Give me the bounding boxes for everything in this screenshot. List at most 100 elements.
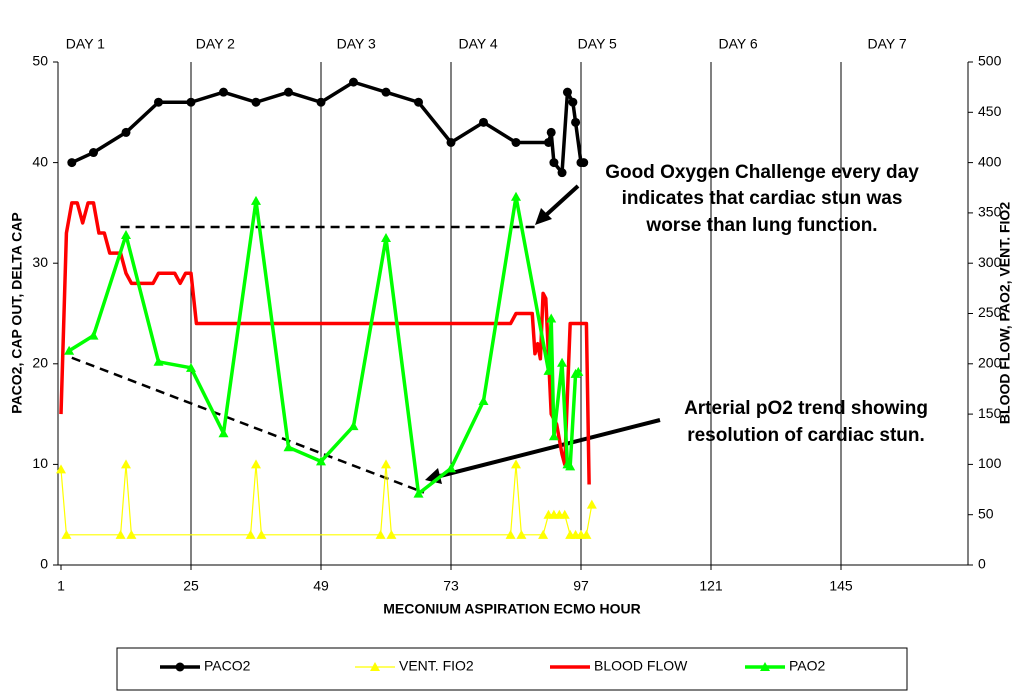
series-line [68, 195, 580, 496]
annotation: resolution of cardiac stun. [687, 425, 925, 446]
data-point [126, 529, 137, 539]
data-point [316, 456, 326, 466]
legend-label: VENT. FIO2 [399, 658, 474, 674]
data-point [511, 137, 521, 147]
data-point [153, 356, 164, 366]
annotation: worse than lung function. [645, 215, 877, 236]
y2-tick-label: 300 [978, 254, 1002, 270]
y-axis-title: PACO2, CAP OUT, DELTA CAP [9, 212, 25, 413]
data-point [121, 459, 131, 469]
data-point [381, 459, 391, 469]
y-tick-label: 30 [32, 254, 48, 270]
annotation: Good Oxygen Challenge every day [605, 162, 919, 183]
y-tick-label: 50 [32, 53, 48, 69]
legend-marker [760, 662, 770, 671]
data-point [548, 431, 559, 441]
y2-tick-label: 400 [978, 153, 1002, 169]
data-point [56, 464, 66, 474]
data-point [573, 366, 584, 376]
data-point [543, 365, 554, 375]
day-label: DAY 7 [867, 36, 906, 52]
x-tick-label: 1 [57, 578, 65, 594]
x-axis-title: MECONIUM ASPIRATION ECMO HOUR [383, 601, 640, 617]
data-point [538, 529, 549, 539]
day-label: DAY 6 [718, 36, 757, 52]
data-point [349, 77, 358, 87]
day-label: DAY 3 [337, 36, 376, 52]
data-point [375, 529, 386, 539]
data-point [559, 509, 570, 519]
data-point [115, 529, 126, 539]
legend-marker [370, 662, 380, 671]
data-point [446, 137, 456, 147]
data-point [511, 191, 521, 201]
data-point [61, 529, 72, 539]
data-point [546, 313, 557, 323]
data-point [218, 428, 229, 438]
y2-tick-label: 250 [978, 304, 1002, 320]
y2-tick-label: 500 [978, 53, 1002, 69]
day-label: DAY 1 [66, 36, 105, 52]
data-point [586, 499, 597, 509]
legend-marker [175, 662, 185, 672]
series-line [59, 201, 591, 485]
data-point [154, 97, 163, 107]
data-point [516, 529, 527, 539]
data-point [121, 127, 131, 137]
series-line [71, 80, 584, 175]
data-point [446, 463, 456, 473]
series-line [60, 463, 593, 536]
y-tick-label: 40 [32, 153, 48, 169]
y-tick-label: 20 [32, 355, 48, 371]
data-point [251, 97, 261, 107]
y-tick-label: 10 [32, 455, 48, 471]
x-tick-label: 25 [183, 578, 199, 594]
data-point [245, 529, 256, 539]
data-point [562, 87, 572, 97]
legend-label: BLOOD FLOW [594, 658, 688, 674]
data-point [478, 396, 489, 406]
legend-box [116, 647, 908, 691]
legend-label: PAO2 [789, 658, 826, 674]
y2-tick-label: 450 [978, 103, 1002, 119]
data-point [284, 87, 293, 97]
data-point [316, 97, 326, 107]
data-point [511, 459, 521, 469]
data-point [256, 529, 267, 539]
data-point [414, 97, 423, 107]
data-point [251, 195, 261, 205]
day-label: DAY 5 [578, 36, 617, 52]
day-label: DAY 2 [196, 36, 235, 52]
y2-tick-label: 350 [978, 204, 1002, 220]
data-point [546, 127, 556, 137]
data-point [581, 529, 592, 539]
data-point [186, 362, 196, 372]
data-point [479, 117, 488, 127]
y2-tick-label: 150 [978, 405, 1002, 421]
data-point [67, 158, 77, 168]
day-label: DAY 4 [458, 36, 497, 52]
data-point [121, 230, 131, 240]
data-point [565, 461, 576, 471]
y2-tick-label: 200 [978, 355, 1002, 371]
data-point [413, 488, 424, 498]
data-point [251, 459, 261, 469]
data-point [186, 97, 196, 107]
x-tick-label: 97 [573, 578, 589, 594]
data-point [348, 421, 359, 431]
data-point [557, 357, 568, 367]
data-point [549, 158, 559, 168]
y-tick-label: 0 [40, 556, 48, 572]
data-point [579, 158, 589, 168]
data-point [381, 233, 391, 243]
annotation: indicates that cardiac stun was [622, 188, 903, 209]
x-tick-label: 49 [313, 578, 329, 594]
y2-axis-title: BLOOD FLOW, PAO2, VENT. FIO2 [997, 202, 1013, 424]
data-point [568, 97, 578, 107]
data-point [88, 330, 99, 340]
data-point [571, 117, 581, 127]
legend-label: PACO2 [204, 658, 251, 674]
data-point [381, 87, 391, 97]
y2-tick-label: 0 [978, 556, 986, 572]
